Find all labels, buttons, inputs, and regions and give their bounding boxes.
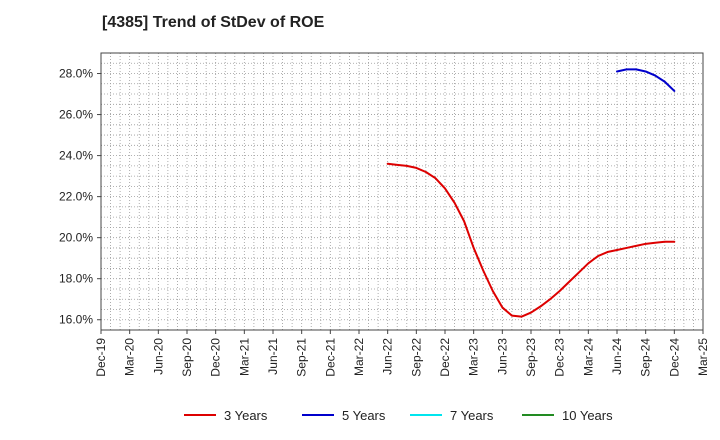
- series-line-5-years: [616, 68, 676, 92]
- x-tick-label: Sep-21: [295, 338, 309, 377]
- y-tick-label: 16.0%: [59, 313, 93, 327]
- x-tick-label: Jun-20: [151, 338, 165, 375]
- series-lines: [386, 68, 676, 318]
- y-tick-label: 24.0%: [59, 149, 93, 163]
- x-axis: Dec-19 Mar-20 Jun-20 Sep-20 Dec-20 Mar-21 Jun-…: [94, 330, 710, 377]
- x-tick-label: Sep-23: [524, 338, 538, 377]
- legend-label-10-years: 10 Years: [562, 408, 613, 423]
- y-tick-label: 26.0%: [59, 108, 93, 122]
- x-tick-label: Mar-22: [352, 338, 366, 376]
- x-tick-label: Dec-21: [323, 338, 337, 377]
- x-tick-label: Dec-24: [667, 338, 681, 377]
- plot-border: [100, 52, 704, 331]
- x-tick-label: Dec-20: [209, 338, 223, 377]
- x-tick-label: Jun-21: [266, 338, 280, 375]
- x-tick-label: Dec-23: [553, 338, 567, 377]
- y-tick-label: 18.0%: [59, 272, 93, 286]
- y-axis: 16.0% 18.0% 20.0% 22.0% 24.0% 26.0% 28.0%: [59, 67, 101, 327]
- x-tick-label: Jun-23: [495, 338, 509, 375]
- legend-label-3-years: 3 Years: [224, 408, 268, 423]
- x-tick-label: Mar-23: [467, 338, 481, 376]
- x-tick-label: Jun-22: [381, 338, 395, 375]
- y-tick-label: 28.0%: [59, 67, 93, 81]
- legend-label-7-years: 7 Years: [450, 408, 494, 423]
- x-tick-label: Sep-22: [409, 338, 423, 377]
- x-tick-label: Dec-19: [94, 338, 108, 377]
- x-tick-label: Mar-25: [696, 338, 710, 376]
- x-tick-label: Mar-20: [123, 338, 137, 376]
- chart-title: [4385] Trend of StDev of ROE: [102, 14, 325, 31]
- x-tick-label: Sep-24: [639, 338, 653, 377]
- x-tick-label: Mar-24: [581, 338, 595, 376]
- plot-area: [101, 53, 703, 330]
- legend-label-5-years: 5 Years: [342, 408, 386, 423]
- series-line-3-years: [386, 162, 676, 318]
- x-tick-label: Dec-22: [438, 338, 452, 377]
- y-tick-label: 20.0%: [59, 231, 93, 245]
- legend: 3 Years 5 Years 7 Years 10 Years: [184, 408, 613, 423]
- y-tick-label: 22.0%: [59, 190, 93, 204]
- x-tick-label: Sep-20: [180, 338, 194, 377]
- x-tick-label: Mar-21: [237, 338, 251, 376]
- grid: [101, 53, 703, 330]
- x-tick-label: Jun-24: [610, 338, 624, 375]
